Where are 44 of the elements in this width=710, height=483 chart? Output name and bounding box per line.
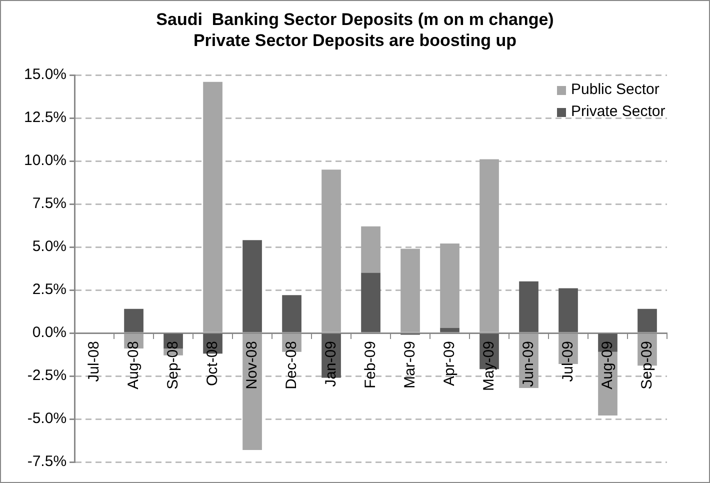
bar [124, 308, 144, 332]
bar [519, 281, 538, 332]
bar [638, 308, 657, 332]
y-tick-label: -7.5% [27, 453, 67, 470]
x-tick-label: Sep-09 [638, 341, 656, 390]
x-tick-label: Mar-09 [401, 341, 418, 389]
y-tick-label: 0.0% [32, 324, 67, 342]
x-tick-label: Aug-08 [124, 341, 142, 390]
bar [203, 82, 222, 332]
y-tick-label: 15.0% [24, 66, 67, 84]
x-tick-label: Jan-09 [322, 341, 340, 387]
x-tick-label: May-09 [480, 341, 498, 392]
bar [361, 226, 380, 273]
x-tick-label: Nov-08 [243, 341, 260, 390]
legend-label: Private Sector [570, 102, 666, 122]
bar [558, 288, 578, 332]
y-tick-label: 5.0% [32, 238, 67, 256]
y-tick-label: 7.5% [32, 195, 67, 212]
y-tick-label: 2.5% [32, 281, 67, 298]
y-tick-label: 12.5% [24, 109, 67, 126]
x-tick-label: Feb-09 [362, 341, 379, 389]
y-tick-label: -2.5% [27, 367, 67, 384]
y-tick-label: -5.0% [27, 410, 67, 428]
bar [282, 295, 302, 332]
bar [480, 159, 499, 332]
x-tick-label: Jul-08 [85, 341, 102, 382]
x-tick-label: Sep-08 [164, 341, 182, 390]
x-tick-label: Apr-09 [440, 341, 458, 386]
bar [440, 244, 460, 328]
bar [322, 170, 341, 332]
bar [242, 334, 262, 450]
x-tick-label: Oct-08 [204, 341, 221, 386]
legend-label: Public Sector [570, 80, 660, 100]
x-tick-label: Jun-09 [520, 341, 537, 387]
bar [242, 240, 262, 332]
chart-subtitle: Private Sector Deposits are boosting up [192, 30, 518, 51]
chart-title: Saudi Banking Sector Deposits (m on m change) [155, 9, 555, 30]
x-tick-label: Jul-09 [559, 341, 576, 382]
y-tick-label: 10.0% [24, 152, 67, 170]
bar [440, 328, 460, 332]
bar [400, 248, 420, 332]
bar [361, 272, 380, 332]
x-tick-label: Dec-08 [282, 341, 300, 390]
x-tick-label: Aug-09 [598, 341, 616, 390]
